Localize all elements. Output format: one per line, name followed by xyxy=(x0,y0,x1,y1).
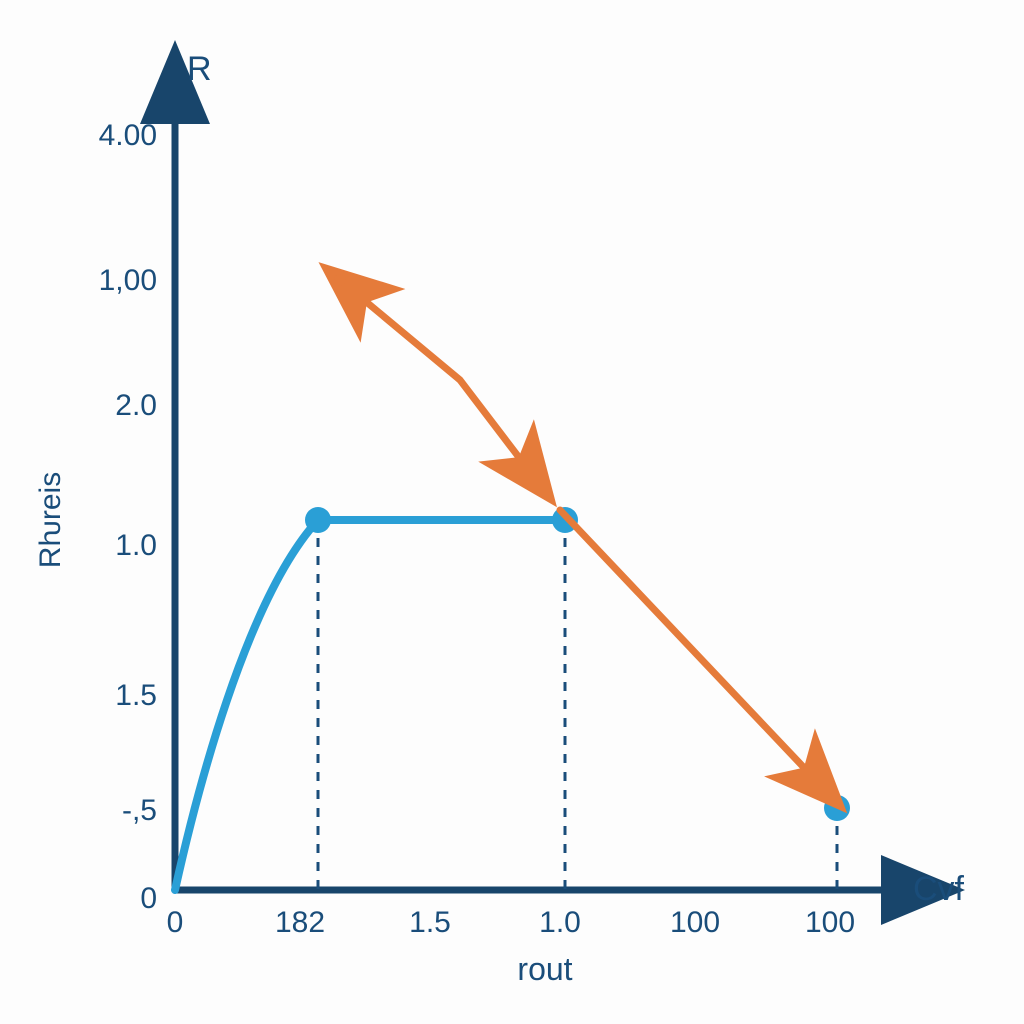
x-axis-sub-label: rout xyxy=(517,951,572,987)
x-tick-label: 1.5 xyxy=(409,906,451,939)
orange-series-start-dot xyxy=(334,274,346,286)
y-tick-label: 4.00 xyxy=(99,119,157,152)
x-axis-title: Cvf xyxy=(913,870,965,908)
y-axis-side-label: Rƕreis xyxy=(34,472,67,568)
blue-series-marker xyxy=(824,795,850,821)
y-tick-label: 1.5 xyxy=(115,679,157,712)
y-axis-title: R xyxy=(187,50,212,88)
x-tick-label: 182 xyxy=(275,906,325,939)
y-tick-label: 1,00 xyxy=(99,264,157,297)
blue-series-marker xyxy=(305,507,331,533)
y-tick-label: -,5 xyxy=(122,794,157,827)
line-chart: R Cvf Rƕreis rout 4.00 1,00 2.0 1.0 1.5 -,5 00 182 1… xyxy=(0,0,1024,1024)
x-tick-label: 100 xyxy=(805,906,855,939)
y-tick-label: 2.0 xyxy=(115,389,157,422)
y-tick-label: 0 xyxy=(140,882,157,915)
x-tick-label: 1.0 xyxy=(539,906,581,939)
y-tick-label: 1.0 xyxy=(115,529,157,562)
x-tick-label: 100 xyxy=(670,906,720,939)
x-tick-label: 0 xyxy=(167,906,184,939)
